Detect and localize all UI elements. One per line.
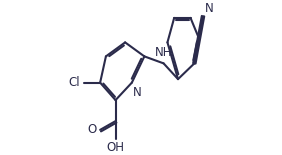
- Text: O: O: [87, 123, 97, 136]
- Text: Cl: Cl: [69, 76, 80, 89]
- Text: N: N: [204, 2, 213, 15]
- Text: NH: NH: [155, 46, 172, 59]
- Text: N: N: [133, 86, 141, 99]
- Text: OH: OH: [107, 141, 125, 154]
